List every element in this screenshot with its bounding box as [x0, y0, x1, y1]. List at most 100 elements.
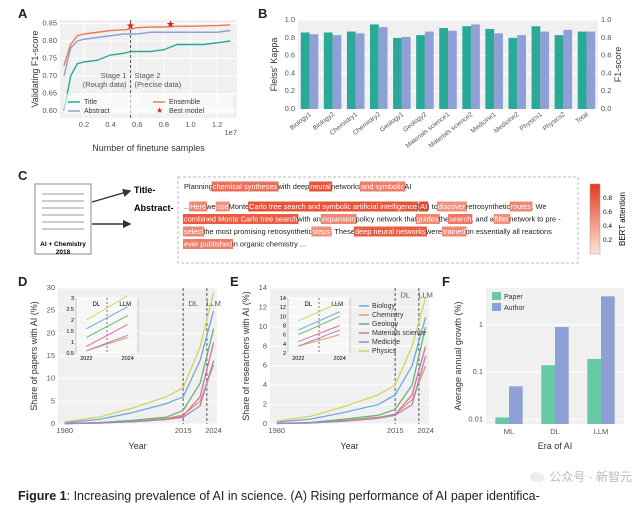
svg-text:2.5: 2.5: [66, 307, 74, 313]
svg-text:1: 1: [479, 320, 483, 329]
svg-text:0.6: 0.6: [601, 51, 611, 60]
svg-text:and symbolic: and symbolic: [361, 182, 404, 191]
svg-text:4: 4: [283, 342, 286, 348]
svg-text:in organic chemistry ...: in organic chemistry ...: [232, 240, 306, 249]
svg-text:search: search: [449, 215, 471, 224]
svg-text:6: 6: [283, 333, 286, 339]
svg-text:15: 15: [47, 351, 55, 360]
svg-text:8: 8: [283, 324, 286, 330]
caption-bold: Figure 1: [18, 489, 67, 503]
svg-text:F1-score: F1-score: [613, 47, 623, 83]
svg-text:Fleiss' Kappa: Fleiss' Kappa: [269, 38, 279, 92]
panel-b-chart: 0.00.00.20.20.40.40.60.60.80.81.01.0Biol…: [268, 14, 628, 164]
svg-text:Number of finetune samples: Number of finetune samples: [92, 143, 205, 153]
svg-text:30: 30: [47, 283, 55, 292]
svg-text:1980: 1980: [56, 426, 73, 435]
svg-text:policy network that: policy network that: [356, 215, 417, 224]
svg-text:Geology: Geology: [372, 321, 399, 328]
svg-text:5: 5: [51, 396, 55, 405]
svg-text:0.4: 0.4: [285, 68, 295, 77]
svg-text:0.8: 0.8: [285, 33, 295, 42]
svg-text:Validating F1-score: Validating F1-score: [30, 31, 40, 108]
svg-text:Biology1: Biology1: [289, 111, 313, 132]
svg-text:Physics1: Physics1: [519, 111, 544, 133]
svg-text:Abstract-: Abstract-: [134, 203, 174, 213]
svg-text:2: 2: [71, 318, 74, 324]
svg-text:retrosynthetic: retrosynthetic: [466, 202, 511, 211]
svg-text:neural: neural: [310, 182, 331, 191]
svg-text:0.2: 0.2: [603, 237, 612, 244]
svg-text:(Precise data): (Precise data): [135, 80, 182, 89]
svg-text:with deep: with deep: [277, 182, 310, 191]
svg-text:25: 25: [47, 306, 55, 315]
svg-text:14: 14: [280, 296, 286, 302]
svg-text:1980: 1980: [268, 426, 285, 435]
svg-text:. These: . These: [330, 227, 355, 236]
svg-text:0.8: 0.8: [601, 33, 611, 42]
svg-text:0.2: 0.2: [79, 120, 89, 129]
svg-text:0.2: 0.2: [285, 86, 295, 95]
panel-f-label: F: [442, 274, 450, 289]
svg-text:trained: trained: [443, 227, 466, 236]
svg-text:DL: DL: [401, 291, 411, 300]
svg-text:2022: 2022: [292, 356, 304, 362]
svg-text:10: 10: [47, 374, 55, 383]
svg-text:with an: with an: [296, 215, 320, 224]
svg-text:0.4: 0.4: [601, 68, 611, 77]
panel-a-label: A: [18, 6, 27, 21]
svg-text:2024: 2024: [334, 356, 346, 362]
svg-text:combined Monte Carlo tree sear: combined Monte Carlo tree search: [184, 215, 297, 224]
svg-text:the most promising retrosynthe: the most promising retrosynthetic: [203, 227, 312, 236]
svg-text:filter: filter: [495, 215, 510, 224]
svg-text:AI: AI: [404, 182, 411, 191]
svg-text:Share of papers with AI (%): Share of papers with AI (%): [29, 301, 39, 411]
svg-text:2: 2: [263, 400, 267, 409]
panel-c-diagram: AI + Chemistry2018Title-Abstract-Plannin…: [30, 174, 630, 266]
svg-text:1: 1: [71, 340, 74, 346]
svg-text:BERT attention: BERT attention: [618, 192, 627, 246]
svg-text:Materials science: Materials science: [372, 330, 426, 337]
svg-text:the: the: [439, 215, 449, 224]
svg-text:2015: 2015: [387, 426, 404, 435]
svg-text:0.6: 0.6: [285, 51, 295, 60]
svg-text:Average annual growth (%): Average annual growth (%): [453, 302, 463, 411]
svg-text:0.4: 0.4: [105, 120, 115, 129]
svg-text:Stage 1: Stage 1: [101, 71, 127, 80]
svg-text:Medicine: Medicine: [372, 339, 400, 346]
watermark-text: 公众号 · 新智元: [549, 468, 632, 485]
svg-text:2018: 2018: [56, 249, 71, 256]
panel-d-chart: 051015202530198020152024MLDLLLMYearShare…: [28, 282, 223, 452]
svg-text:Biology: Biology: [372, 303, 395, 310]
svg-text:chemical syntheses: chemical syntheses: [213, 182, 278, 191]
svg-text:AI + Chemistry: AI + Chemistry: [40, 241, 86, 248]
svg-text:★: ★: [126, 21, 135, 32]
svg-text:10: 10: [280, 314, 286, 320]
svg-text:★: ★: [166, 20, 175, 31]
svg-text:2015: 2015: [175, 426, 192, 435]
svg-text:LLM: LLM: [594, 427, 609, 436]
svg-text:14: 14: [259, 283, 267, 292]
svg-text:Ensemble: Ensemble: [169, 99, 200, 106]
svg-text:0.6: 0.6: [132, 120, 142, 129]
svg-text:Total: Total: [575, 111, 591, 125]
svg-text:use: use: [217, 202, 229, 211]
svg-text:ever published: ever published: [184, 240, 232, 249]
panel-e-label: E: [230, 274, 239, 289]
svg-text:2024: 2024: [417, 426, 434, 435]
svg-text:DL: DL: [550, 427, 560, 436]
svg-text:on essentially all reactions: on essentially all reactions: [466, 227, 553, 236]
svg-text:0.75: 0.75: [42, 54, 57, 63]
svg-text:Year: Year: [128, 441, 146, 451]
svg-text:0.70: 0.70: [42, 71, 57, 80]
svg-text:ML: ML: [504, 427, 514, 436]
svg-text:LLM: LLM: [206, 299, 221, 308]
svg-text:Paper: Paper: [504, 294, 523, 301]
svg-text:8: 8: [263, 341, 267, 350]
watermark: 公众号 · 新智元: [529, 468, 632, 485]
svg-text:2022: 2022: [80, 356, 92, 362]
svg-text:Chemistry: Chemistry: [372, 312, 404, 319]
svg-text:1.0: 1.0: [601, 15, 611, 24]
svg-text:Here: Here: [190, 202, 206, 211]
svg-text:AI: AI: [420, 202, 427, 211]
svg-text:1.5: 1.5: [66, 329, 74, 335]
